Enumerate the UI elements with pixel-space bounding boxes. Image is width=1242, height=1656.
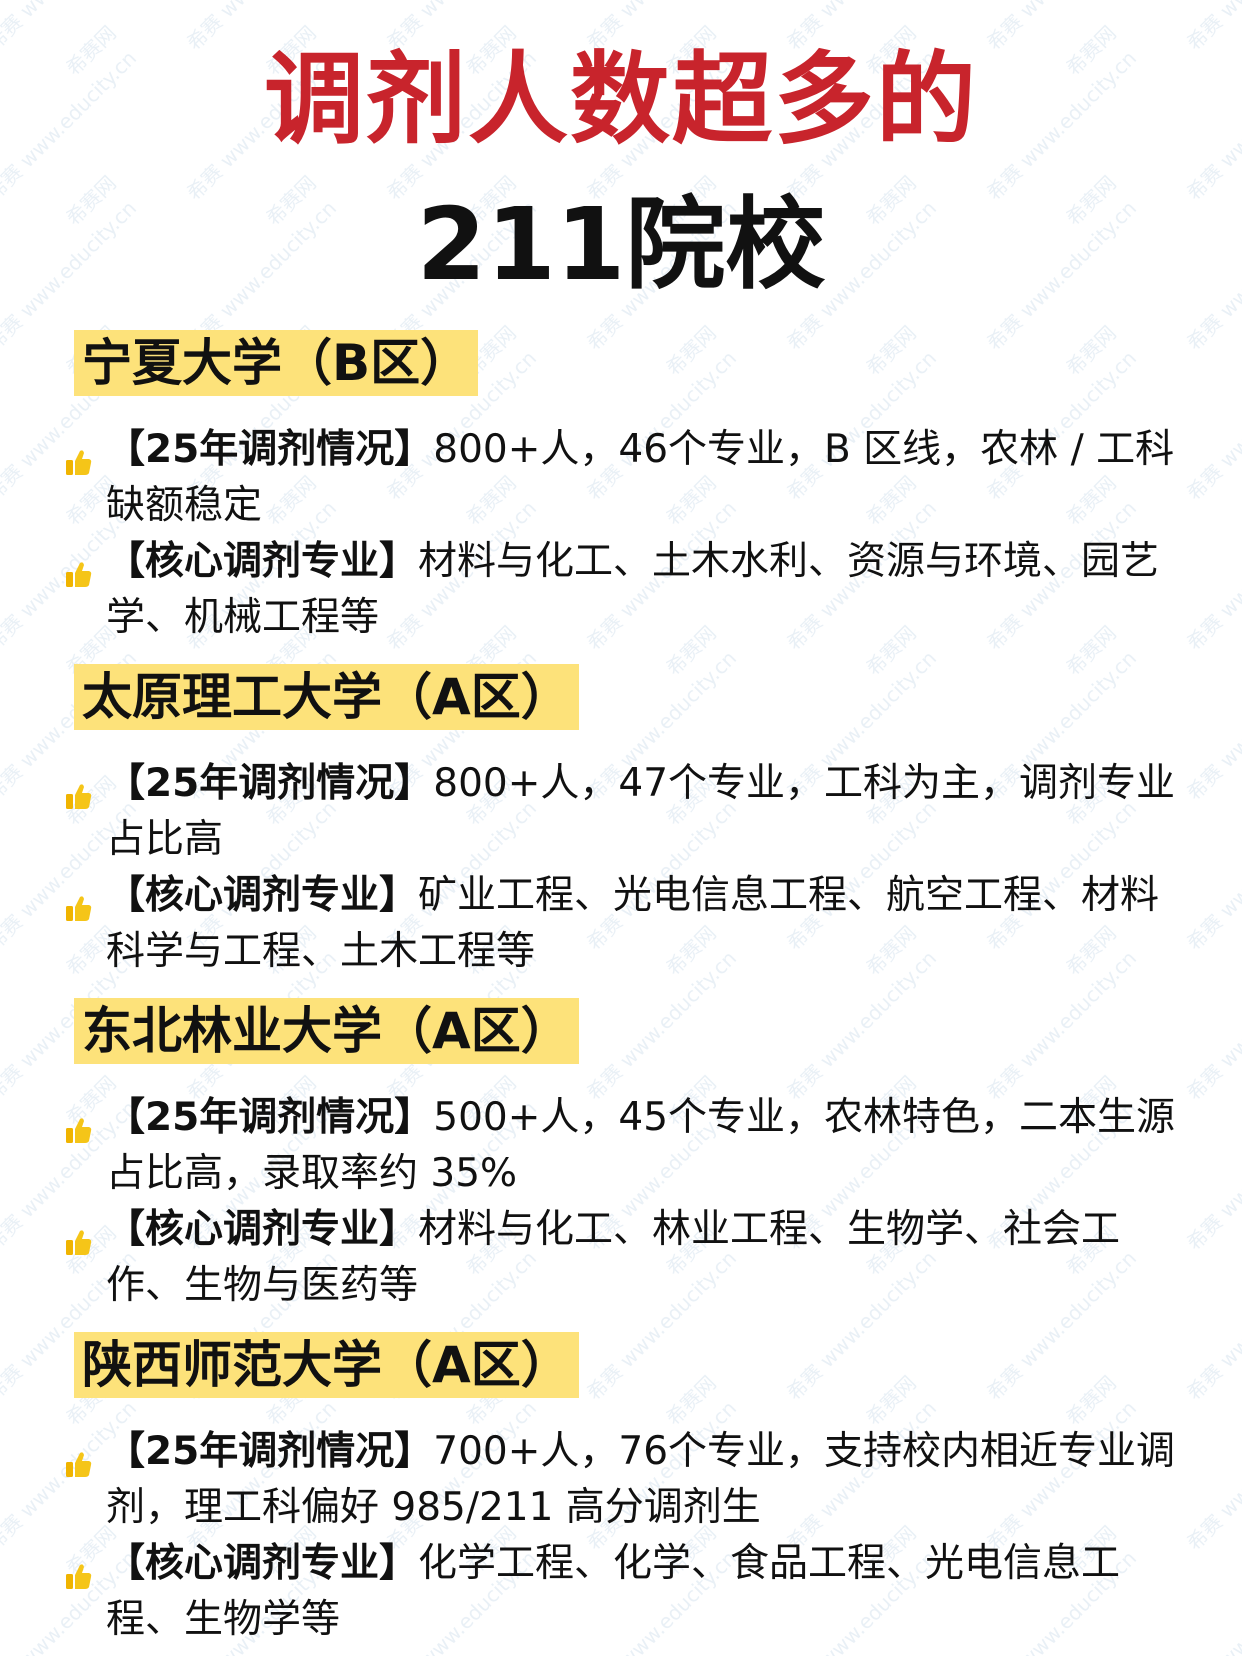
watermark-text: 希赛网 — [1061, 1370, 1121, 1431]
thumbs-up-icon — [66, 882, 92, 921]
item-text: 材料与化工、土木水利、资源与环境、园艺学、机械工程等 — [106, 539, 1160, 640]
thumbs-up-icon — [66, 770, 92, 809]
item-text: 化学工程、化学、食品工程、光电信息工程、生物学等 — [106, 1541, 1121, 1642]
list-item: 【核心调剂专业】材料与化工、土木水利、资源与环境、园艺学、机械工程等 — [66, 534, 1196, 646]
list-item: 【25年调剂情况】800+人，47个专业，工科为主，调剂专业占比高 — [66, 756, 1196, 868]
page-subtitle: 211院校 — [416, 186, 826, 303]
item-list: 【25年调剂情况】800+人，47个专业，工科为主，调剂专业占比高 【核心调剂专业… — [66, 756, 1196, 980]
watermark-text: 希赛网 — [861, 320, 921, 381]
item-text: 500+人，45个专业，农林特色，二本生源占比高，录取率约 35% — [106, 1095, 1176, 1196]
item-text: 材料与化工、林业工程、生物学、社会工作、生物与医药等 — [106, 1207, 1121, 1308]
item-tag: 【25年调剂情况】 — [106, 761, 434, 806]
university-heading: 太原理工大学（A区） — [74, 664, 579, 730]
item-tag: 【25年调剂情况】 — [106, 1095, 434, 1140]
watermark-text: 希赛网 — [661, 1370, 721, 1431]
thumbs-up-icon — [66, 436, 92, 475]
list-item: 【核心调剂专业】材料与化工、林业工程、生物学、社会工作、生物与医药等 — [66, 1202, 1196, 1314]
item-tag: 【核心调剂专业】 — [106, 1207, 419, 1252]
item-list: 【25年调剂情况】800+人，46个专业，B 区线，农林 / 工科缺额稳定 【核心… — [66, 422, 1196, 646]
item-list: 【25年调剂情况】700+人，76个专业，支持校内相近专业调剂，理工科偏好 98… — [66, 1424, 1196, 1648]
thumbs-up-icon — [66, 548, 92, 587]
watermark-text: 希赛网 — [1061, 320, 1121, 381]
list-item: 【25年调剂情况】500+人，45个专业，农林特色，二本生源占比高，录取率约 3… — [66, 1090, 1196, 1202]
list-item: 【核心调剂专业】矿业工程、光电信息工程、航空工程、材料科学与工程、土木工程等 — [66, 868, 1196, 980]
item-tag: 【核心调剂专业】 — [106, 873, 419, 918]
list-item: 【25年调剂情况】700+人，76个专业，支持校内相近专业调剂，理工科偏好 98… — [66, 1424, 1196, 1536]
item-text: 矿业工程、光电信息工程、航空工程、材料科学与工程、土木工程等 — [106, 873, 1160, 974]
thumbs-up-icon — [66, 1550, 92, 1589]
item-list: 【25年调剂情况】500+人，45个专业，农林特色，二本生源占比高，录取率约 3… — [66, 1090, 1196, 1314]
watermark-text: 希赛网 — [861, 1370, 921, 1431]
item-tag: 【25年调剂情况】 — [106, 427, 434, 472]
list-item: 【25年调剂情况】800+人，46个专业，B 区线，农林 / 工科缺额稳定 — [66, 422, 1196, 534]
page-title: 调剂人数超多的 — [264, 41, 978, 158]
item-tag: 【核心调剂专业】 — [106, 1541, 419, 1586]
thumbs-up-icon — [66, 1438, 92, 1477]
item-text: 700+人，76个专业，支持校内相近专业调剂，理工科偏好 985/211 高分调… — [106, 1429, 1176, 1530]
thumbs-up-icon — [66, 1216, 92, 1255]
thumbs-up-icon — [66, 1104, 92, 1143]
watermark-text: 希赛网 — [661, 320, 721, 381]
item-text: 800+人，46个专业，B 区线，农林 / 工科缺额稳定 — [106, 427, 1175, 528]
item-tag: 【核心调剂专业】 — [106, 539, 419, 584]
list-item: 【核心调剂专业】化学工程、化学、食品工程、光电信息工程、生物学等 — [66, 1536, 1196, 1648]
university-heading: 陕西师范大学（A区） — [74, 1332, 579, 1398]
university-heading: 宁夏大学（B区） — [74, 330, 479, 396]
university-heading: 东北林业大学（A区） — [74, 998, 579, 1064]
item-text: 800+人，47个专业，工科为主，调剂专业占比高 — [106, 761, 1176, 862]
item-tag: 【25年调剂情况】 — [106, 1429, 434, 1474]
